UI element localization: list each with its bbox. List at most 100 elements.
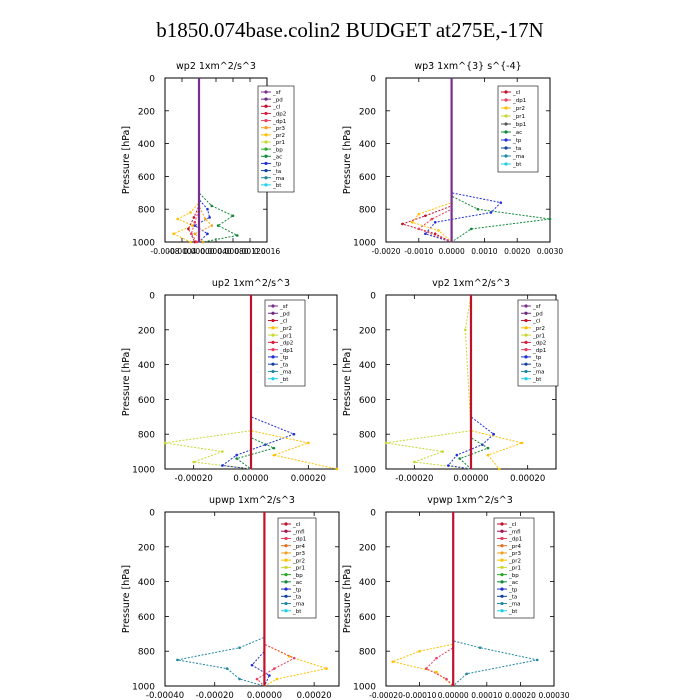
data-point: [238, 677, 241, 681]
data-point: [424, 214, 427, 218]
data-point: [189, 211, 192, 214]
data-point: [189, 240, 192, 244]
series-line-dp1: [425, 512, 454, 687]
data-point: [492, 432, 495, 436]
legend-marker: [271, 333, 275, 337]
legend-marker: [524, 377, 528, 381]
legend-label: _cl: [512, 90, 521, 96]
legend-label: _dp1: [508, 537, 522, 543]
legend-label: _pr3: [508, 551, 522, 557]
data-point: [476, 207, 480, 211]
data-point: [445, 677, 448, 681]
legend-label: _pr1: [508, 566, 521, 572]
legend-marker: [524, 355, 528, 359]
data-point: [435, 656, 438, 660]
data-point: [176, 217, 180, 221]
y-tick-label: 400: [359, 140, 376, 150]
legend-label: _bt: [279, 377, 289, 383]
legend-label: _pr3: [272, 126, 286, 132]
y-tick-label: 400: [359, 578, 376, 588]
y-tick-label: 600: [359, 396, 376, 406]
data-point: [238, 646, 241, 650]
plot-frame-5: [164, 511, 340, 687]
legend-marker: [504, 90, 508, 94]
y-tick-label: 800: [138, 648, 155, 658]
data-point: [190, 232, 193, 236]
legend-label: _bp: [508, 573, 519, 579]
legend-marker: [500, 536, 504, 541]
y-tick-label: 800: [359, 206, 376, 216]
legend-marker: [264, 126, 268, 130]
data-point: [548, 217, 552, 221]
legend-label: _mfl: [292, 529, 305, 535]
y-tick-label: 200: [359, 107, 376, 117]
x-tick-label: 0.00030: [538, 691, 569, 700]
legend-marker: [524, 304, 528, 308]
data-point: [413, 460, 416, 464]
legend-marker: [500, 544, 504, 548]
data-point: [384, 441, 388, 445]
data-point: [486, 453, 490, 457]
x-tick-label: -0.0020: [372, 247, 401, 256]
legend-marker: [264, 154, 268, 158]
y-tick-label: 1000: [132, 466, 155, 476]
data-point: [465, 672, 468, 676]
x-tick-label: 0.00040: [200, 247, 231, 256]
legend-label: _pr1: [532, 333, 545, 339]
legend-marker: [264, 90, 268, 94]
y-tick-label: 1000: [132, 239, 155, 249]
data-point: [268, 674, 271, 677]
legend-label: _ma: [272, 176, 284, 182]
legend-marker: [271, 348, 275, 352]
legend-marker: [271, 369, 275, 374]
legend-label: _pd: [272, 97, 283, 103]
legend-marker: [524, 362, 528, 366]
data-point: [206, 207, 209, 211]
legend-label: _ma: [292, 602, 304, 608]
data-point: [478, 646, 482, 650]
series-line-tp: [251, 512, 271, 687]
x-tick-label: -0.00040: [146, 691, 184, 700]
legend-label: _bp1: [512, 122, 526, 128]
legend-marker: [504, 138, 508, 142]
legend-label: _sf: [272, 90, 282, 96]
legend-label: _bp: [272, 147, 283, 153]
y-tick-label: 400: [138, 361, 155, 371]
data-point: [325, 667, 328, 670]
legend-label: _tp: [272, 162, 282, 168]
legend-marker: [500, 522, 504, 526]
legend-label: _pr1: [279, 333, 292, 339]
legend-label: _bt: [532, 377, 542, 383]
legend-marker: [284, 558, 288, 562]
legend-label: _pr1: [272, 140, 285, 146]
y-tick-label: 800: [359, 431, 376, 441]
legend-marker: [500, 587, 504, 591]
x-tick-label: 0.00080: [217, 247, 248, 256]
legend-marker: [500, 558, 504, 562]
y-tick-label: 600: [138, 396, 155, 406]
x-tick-label: 0.00020: [505, 691, 536, 700]
legend-label: _pr2: [272, 133, 285, 139]
x-tick-label: -0.0010: [404, 247, 433, 256]
legend-label: _pr2: [508, 558, 521, 564]
data-point: [417, 212, 421, 216]
legend-marker: [271, 304, 275, 308]
figure-title: b1850.074base.colin2 BUDGET at275E,-17N: [156, 18, 544, 42]
x-tick-label: 0.00010: [471, 691, 502, 700]
legend-marker: [271, 340, 275, 344]
y-tick-label: 200: [138, 107, 155, 117]
data-point: [469, 227, 473, 231]
x-tick-label: 0.00000: [453, 474, 488, 484]
legend-label: _ac: [512, 130, 522, 136]
x-tick-label: -0.0008: [151, 247, 180, 256]
y-axis-label-6: Pressure [hPa]: [342, 565, 353, 633]
series-line-tp: [424, 78, 502, 243]
series-line-dp1: [417, 78, 453, 243]
panel-title-1: wp2 1xm^2/s^3: [176, 61, 256, 72]
data-point: [231, 214, 235, 218]
data-point: [437, 229, 440, 232]
y-axis-label-1: Pressure [hPa]: [121, 126, 132, 194]
data-point: [447, 464, 450, 467]
data-point: [272, 453, 276, 457]
data-point: [221, 464, 224, 467]
